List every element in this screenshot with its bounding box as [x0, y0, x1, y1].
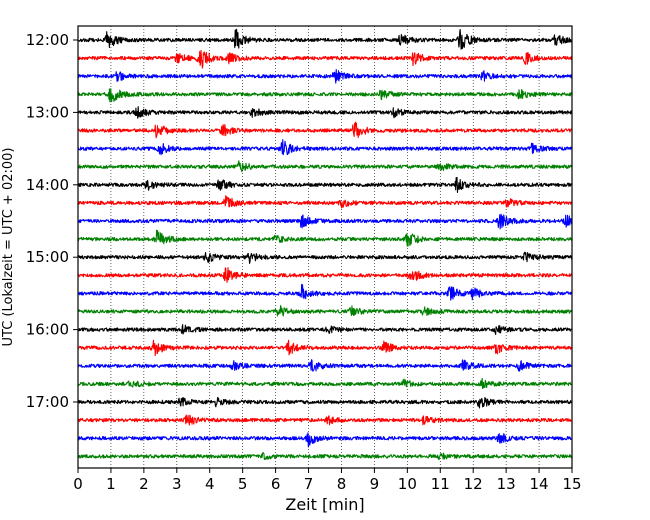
trace-row	[77, 451, 573, 461]
y-tick-label: 15:00	[26, 248, 69, 266]
trace-row	[77, 176, 573, 194]
trace-row	[77, 106, 573, 119]
x-tick-label: 14	[530, 475, 549, 493]
x-tick-label: 7	[304, 475, 314, 493]
trace-row	[77, 160, 573, 173]
trace-row	[77, 305, 573, 317]
y-tick-label: 17:00	[26, 393, 69, 411]
trace-row	[77, 195, 573, 209]
trace-row	[77, 28, 573, 50]
x-tick-label: 12	[464, 475, 483, 493]
trace-row	[77, 121, 573, 139]
x-tick-label: 6	[271, 475, 281, 493]
trace-row	[77, 396, 573, 409]
trace-row	[77, 139, 573, 156]
trace-row	[77, 283, 573, 301]
plot-frame	[77, 25, 573, 469]
seismic-traces	[77, 28, 573, 461]
trace-row	[77, 432, 573, 448]
x-tick-label: 5	[238, 475, 248, 493]
trace-row	[77, 377, 573, 390]
x-axis-ticks: 0 1 2 3 4 5 6 7 8 9 10 11 12 13 14 15	[73, 468, 582, 493]
x-tick-label: 9	[370, 475, 380, 493]
y-tick-label: 12:00	[26, 31, 69, 49]
x-tick-label: 15	[562, 475, 581, 493]
trace-row	[77, 251, 573, 264]
trace-row	[77, 267, 573, 283]
x-axis-label: Zeit [min]	[285, 495, 364, 514]
y-axis-ticks: 12:00 13:00 14:00 15:00 16:00 17:00	[26, 31, 78, 411]
x-tick-label: 8	[337, 475, 347, 493]
trace-row	[77, 88, 573, 103]
x-tick-label: 11	[431, 475, 450, 493]
trace-row	[77, 414, 573, 426]
trace-row	[77, 229, 573, 247]
trace-row	[77, 339, 573, 357]
trace-row	[77, 69, 573, 84]
trace-row	[77, 49, 573, 69]
trace-row	[77, 213, 573, 230]
y-tick-label: 13:00	[26, 103, 69, 121]
x-tick-label: 10	[398, 475, 417, 493]
x-tick-label: 1	[106, 475, 116, 493]
trace-row	[77, 324, 573, 335]
x-tick-label: 13	[497, 475, 516, 493]
y-tick-label: 16:00	[26, 321, 69, 339]
x-tick-label: 0	[73, 475, 83, 493]
trace-row	[77, 359, 573, 372]
x-tick-label: 2	[139, 475, 149, 493]
y-tick-label: 14:00	[26, 176, 69, 194]
x-tick-label: 4	[205, 475, 215, 493]
y-axis-label: UTC (Lokalzeit = UTC + 02:00)	[1, 148, 16, 347]
x-tick-label: 3	[172, 475, 182, 493]
